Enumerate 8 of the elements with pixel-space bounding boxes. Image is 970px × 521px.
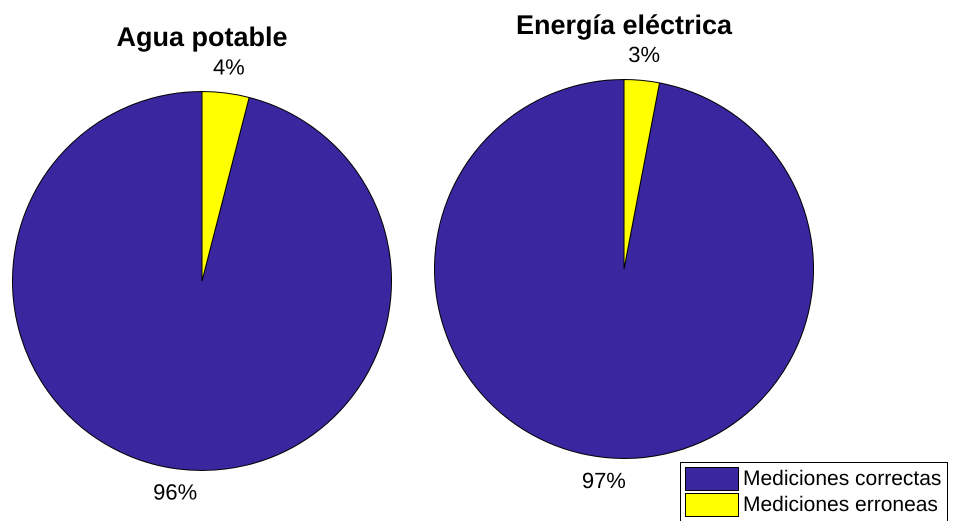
data-label: 96% (153, 480, 198, 505)
legend-label: Mediciones correctas (743, 467, 942, 491)
data-label: 3% (628, 42, 660, 67)
legend-label: Mediciones erroneas (743, 493, 938, 517)
chart-title: Agua potable (116, 22, 288, 53)
data-label: 97% (582, 468, 626, 494)
data-label: 4% (212, 54, 245, 80)
chart-title: Energía eléctrica (516, 10, 732, 41)
